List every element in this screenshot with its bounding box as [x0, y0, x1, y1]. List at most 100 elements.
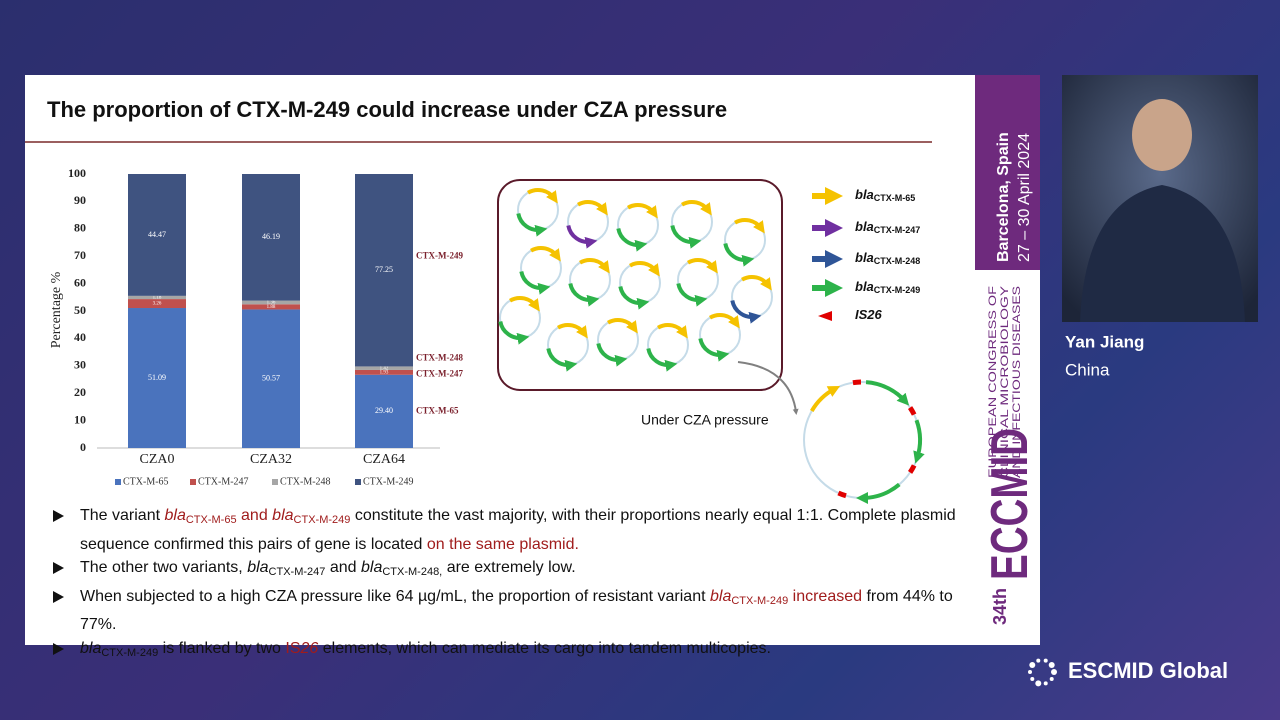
y-tick-label: 10	[74, 412, 86, 426]
logo-dot	[1049, 677, 1054, 682]
x-tick-label: CZA0	[140, 452, 175, 467]
y-tick-label: 30	[74, 358, 86, 372]
segment-annotation: CTX-M-249	[416, 250, 463, 260]
value-label: 44.47	[148, 230, 166, 239]
value-label: 1.93	[380, 371, 389, 376]
gene-arrow	[627, 203, 658, 219]
gene-arrow	[566, 224, 598, 249]
gene-arrow	[670, 224, 702, 249]
bullet-run: bla	[247, 559, 269, 576]
speaker-name: Yan Jiang	[1065, 332, 1144, 351]
y-tick-label: 40	[74, 330, 86, 344]
gene-arrow	[856, 482, 901, 504]
logo-dot	[1030, 677, 1035, 682]
value-label: 1.18	[153, 296, 162, 301]
y-axis-title: Percentage %	[49, 271, 64, 348]
bullet-run: on the same plasmid.	[426, 535, 579, 553]
gene-arrow	[519, 270, 551, 295]
x-tick-label: CZA64	[363, 452, 405, 467]
bullet-run: IS	[285, 639, 301, 657]
legend-swatch	[272, 479, 278, 485]
gene-arrow	[865, 380, 910, 406]
bullet-run: The variant	[80, 507, 165, 524]
bar-segment	[355, 366, 413, 370]
legend-label: blaCTX-M-247	[855, 219, 920, 235]
logo-dot	[1043, 658, 1048, 663]
gene-arrow	[629, 261, 660, 277]
bullet: When subjected to a high CZA pressure li…	[50, 585, 965, 637]
bullet-run: is flanked by two	[158, 639, 286, 657]
legend-swatch	[115, 479, 121, 485]
y-tick-label: 20	[74, 385, 86, 399]
legend-label: CTX-M-247	[198, 476, 249, 487]
gene-arrow	[913, 419, 925, 464]
legend-swatch	[190, 479, 196, 485]
diagram-caption: Under CZA pressure	[641, 412, 769, 428]
segment-annotation: CTX-M-65	[416, 405, 459, 415]
sidebar-name: ECCMID	[981, 428, 1039, 580]
legend-sub: CTX-M-248	[874, 256, 921, 266]
bullet-run: bla	[80, 639, 102, 657]
bar-segment	[242, 174, 300, 301]
bar-segment	[242, 309, 300, 448]
bullet-run: CTX-M-249	[293, 514, 351, 526]
gene-arrow	[676, 282, 708, 307]
legend-label: blaCTX-M-65	[855, 187, 915, 203]
gene-arrow	[596, 342, 628, 367]
legend-sub: CTX-M-247	[874, 225, 921, 235]
gene-arrow	[557, 323, 588, 339]
bullet-run: and	[236, 507, 273, 524]
value-label: 1.88	[267, 305, 276, 310]
segment-annotation: CTX-M-247	[416, 368, 463, 378]
gene-arrow	[657, 323, 688, 339]
legend-prefix: bla	[855, 250, 874, 265]
gene-arrow	[616, 227, 648, 252]
gene-arrow	[687, 258, 718, 274]
sidebar-line: EUROPEAN CONGRESS OF	[987, 286, 999, 478]
gene-arrow	[577, 200, 608, 216]
legend-swatch	[355, 479, 361, 485]
gene-arrow	[852, 379, 862, 386]
bullet-run: CTX-M-65	[185, 514, 237, 526]
legend-prefix: bla	[855, 279, 874, 294]
bullet-run: When subjected to a high CZA pressure li…	[80, 587, 710, 605]
bullet-run: bla	[710, 587, 732, 605]
bullet: The variant blaCTX-M-65 and blaCTX-M-249…	[50, 504, 965, 556]
legend-prefix: bla	[855, 219, 874, 234]
legend-is26	[818, 311, 832, 321]
gene-arrow	[579, 258, 610, 274]
legend-label: CTX-M-65	[123, 476, 169, 487]
bar-segment	[128, 295, 186, 300]
sidebar-line: CLINICAL MICROBIOLOGY	[999, 285, 1011, 478]
bullet-run: bla	[360, 559, 383, 576]
speaker-head	[1132, 99, 1192, 171]
legend-label: CTX-M-248	[280, 476, 331, 487]
y-tick-label: 50	[74, 303, 86, 317]
gene-arrow	[646, 347, 678, 372]
legend-label: CTX-M-249	[363, 476, 414, 487]
logo-dot	[1036, 658, 1041, 663]
gene-arrow	[681, 200, 712, 216]
bullet-run: CTX-M-249	[731, 594, 789, 607]
bullet-list: The variant blaCTX-M-65 and blaCTX-M-249…	[50, 504, 965, 665]
sidebar-band	[975, 75, 1040, 270]
bar-segment	[128, 174, 186, 296]
sidebar-dates: 27 – 30 April 2024	[1016, 133, 1033, 262]
legend-label: IS26	[855, 307, 883, 322]
gene-arrow	[498, 320, 530, 345]
gene-arrow	[509, 296, 540, 312]
bullet-run: increased	[788, 587, 863, 605]
speaker-country: China	[1065, 360, 1110, 379]
logo-dot	[1043, 681, 1048, 686]
logo-text: ESCMID Global	[1068, 658, 1228, 683]
bullet-run: constitute the vast majority, with their…	[80, 507, 956, 553]
gene-arrow	[546, 347, 578, 372]
bullet-run: The other two variants,	[80, 559, 248, 576]
gene-arrow	[837, 490, 847, 499]
value-label: 46.19	[262, 232, 280, 241]
value-label: 1.42	[380, 366, 389, 371]
speaker-body	[1080, 185, 1245, 322]
gene-arrow	[698, 337, 730, 362]
gene-arrow	[607, 318, 638, 334]
sidebar-edition: 34th	[990, 588, 1010, 625]
